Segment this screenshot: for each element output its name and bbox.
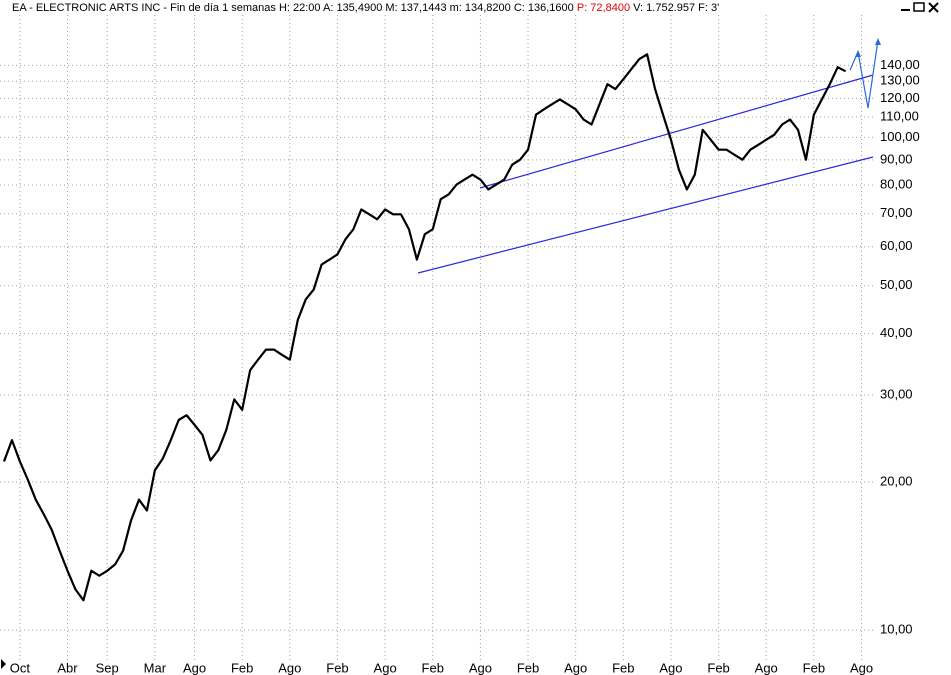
projection	[849, 39, 879, 109]
info: M: 137,1443	[385, 2, 446, 14]
arrow-head	[875, 38, 881, 45]
y-tick-label: 20,00	[880, 473, 913, 488]
header-bar	[0, 0, 951, 15]
y-tick-label: 90,00	[880, 151, 913, 166]
close-button[interactable]	[928, 2, 939, 13]
price-line	[2, 53, 847, 602]
info: F: 3'	[698, 2, 719, 14]
info: H: 22:00	[279, 2, 321, 14]
x-tick-label: Ago	[183, 660, 206, 675]
x-tick-label: Feb	[326, 660, 348, 675]
x-tick-label: Ago	[659, 660, 682, 675]
header: EA - ELECTRONIC ARTS INC - Fin de día 1 …	[12, 2, 719, 14]
x-tick-label: Sep	[96, 660, 119, 675]
trend-line	[479, 74, 874, 189]
y-tick-label: 110,00	[880, 108, 919, 123]
x-tick-label: Ago	[374, 660, 397, 675]
x-tick-label: Ago	[850, 660, 873, 675]
x-tick-label: Feb	[231, 660, 253, 675]
x-tick-label: Abr	[57, 660, 78, 675]
x-tick-label: Feb	[803, 660, 825, 675]
x-tick-label: Ago	[469, 660, 492, 675]
y-tick-label: 80,00	[880, 177, 913, 192]
info: m: 134,8200	[450, 2, 511, 14]
y-tick-label: 100,00	[880, 129, 920, 144]
info: C: 136,1600	[514, 2, 574, 14]
label-group: 10,00 20,00 30,00 40,00 50,00 60,00 70,00 80,00…	[10, 57, 920, 675]
arrow-head	[855, 50, 861, 57]
x-tick-label: Feb	[422, 660, 444, 675]
scroll-arrow[interactable]	[1, 659, 6, 669]
trend-line	[417, 156, 874, 274]
x-tick-label: Feb	[707, 660, 729, 675]
x-tick-label: Ago	[755, 660, 778, 675]
y-tick-label: 70,00	[880, 205, 913, 220]
info: A: 135,4900	[323, 2, 382, 14]
x-tick-label: Mar	[144, 660, 167, 675]
info: P: 72,8400	[577, 2, 630, 14]
y-tick-label: 40,00	[880, 325, 913, 340]
y-tick-label: 10,00	[880, 622, 913, 637]
x-tick-label: Feb	[612, 660, 634, 675]
x-tick-label: Ago	[564, 660, 587, 675]
y-tick-label: 30,00	[880, 386, 913, 401]
x-axis-strip	[0, 660, 951, 675]
minimize-button[interactable]	[901, 9, 910, 11]
y-tick-label: 130,00	[880, 73, 920, 88]
info: V: 1.752.957	[633, 2, 695, 14]
maximize-button[interactable]	[913, 2, 925, 12]
y-tick-label: 60,00	[880, 238, 913, 253]
y-tick-label: 50,00	[880, 277, 913, 292]
plot-group	[2, 53, 847, 602]
y-tick-label: 120,00	[880, 90, 920, 105]
x-tick-label: Feb	[517, 660, 539, 675]
y-tick-label: 140,00	[880, 57, 920, 72]
x-tick-label: Oct	[10, 660, 31, 675]
x-tick-label: Ago	[278, 660, 301, 675]
chart-title: EA - ELECTRONIC ARTS INC - Fin de día 1 …	[12, 2, 276, 14]
